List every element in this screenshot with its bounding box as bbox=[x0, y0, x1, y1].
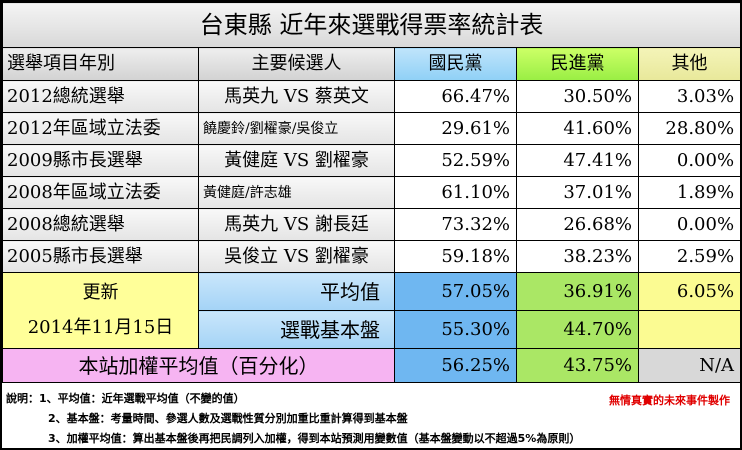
table-row: 2008年區域立法委 黃健庭/許志雄 61.10% 37.01% 1.89% bbox=[2, 176, 742, 209]
table-row: 2012總統選舉 馬英九 VS 蔡英文 66.47% 30.50% 3.03% bbox=[2, 80, 742, 113]
row-kmt: 73.32% bbox=[394, 208, 517, 241]
update-label: 更新 bbox=[82, 282, 119, 304]
header-kmt: 國民黨 bbox=[394, 47, 517, 81]
weighted-dpp: 43.75% bbox=[516, 348, 639, 383]
row-dpp: 30.50% bbox=[516, 80, 639, 113]
row-kmt: 29.61% bbox=[394, 112, 517, 145]
average-other: 6.05% bbox=[637, 272, 742, 311]
header-candidates: 主要候選人 bbox=[198, 47, 395, 81]
row-dpp: 47.41% bbox=[516, 144, 639, 177]
row-other: 2.59% bbox=[637, 240, 742, 273]
row-other: 3.03% bbox=[637, 80, 742, 113]
row-dpp: 41.60% bbox=[516, 112, 639, 145]
row-other: 0.00% bbox=[637, 208, 742, 241]
update-cell: 更新 2014年11月15日 bbox=[2, 272, 199, 349]
base-other bbox=[637, 310, 742, 349]
row-candidates: 黃健庭 VS 劉櫂豪 bbox=[198, 144, 395, 177]
row-dpp: 37.01% bbox=[516, 176, 639, 209]
row-item: 2012年區域立法委 bbox=[2, 112, 199, 145]
election-stats-table: 台東縣 近年來選戰得票率統計表 選舉項目年別 主要候選人 國民黨 民進黨 其他 … bbox=[1, 2, 742, 383]
row-kmt: 66.47% bbox=[394, 80, 517, 113]
table-title: 台東縣 近年來選戰得票率統計表 bbox=[1, 2, 742, 48]
weighted-other: N/A bbox=[637, 348, 742, 383]
row-candidates: 馬英九 VS 謝長廷 bbox=[198, 208, 395, 241]
row-candidates: 馬英九 VS 蔡英文 bbox=[198, 80, 395, 113]
table-row: 2008總統選舉 馬英九 VS 謝長廷 73.32% 26.68% 0.00% bbox=[2, 208, 742, 241]
row-kmt: 52.59% bbox=[394, 144, 517, 177]
table-row: 2012年區域立法委 饒慶鈴/劉櫂豪/吳俊立 29.61% 41.60% 28.80% bbox=[2, 112, 742, 145]
table-row: 2009縣市長選舉 黃健庭 VS 劉櫂豪 52.59% 47.41% 0.00% bbox=[2, 144, 742, 177]
row-item: 2012總統選舉 bbox=[2, 80, 199, 113]
average-label: 平均值 bbox=[198, 272, 395, 311]
note-2: 2、基本盤：考量時間、參選人數及選戰性質分別加重比重計算得到基本盤 bbox=[48, 412, 408, 425]
row-other: 28.80% bbox=[637, 112, 742, 145]
base-dpp: 44.70% bbox=[516, 310, 639, 349]
row-item: 2008年區域立法委 bbox=[2, 176, 199, 209]
row-other: 0.00% bbox=[637, 144, 742, 177]
row-kmt: 59.18% bbox=[394, 240, 517, 273]
note-3: 3、加權平均值：算出基本盤後再把民調列入加權，得到本站預測用變數值（基本盤變動以… bbox=[48, 432, 581, 445]
header-other: 其他 bbox=[637, 47, 742, 81]
average-dpp: 36.91% bbox=[516, 272, 639, 311]
row-kmt: 61.10% bbox=[394, 176, 517, 209]
notes-section: 說明：1、平均值：近年選戰平均值（不變的值） 2、基本盤：考量時間、參選人數及選… bbox=[4, 384, 738, 448]
weighted-label: 本站加權平均值（百分化） bbox=[2, 348, 395, 383]
row-candidates: 吳俊立 VS 劉櫂豪 bbox=[198, 240, 395, 273]
row-other: 1.89% bbox=[637, 176, 742, 209]
row-candidates: 饒慶鈴/劉櫂豪/吳俊立 bbox=[198, 112, 395, 145]
row-item: 2009縣市長選舉 bbox=[2, 144, 199, 177]
weighted-kmt: 56.25% bbox=[394, 348, 517, 383]
data-rows: 2012總統選舉 馬英九 VS 蔡英文 66.47% 30.50% 3.03% 2012年… bbox=[2, 80, 742, 273]
table-row: 2005縣市長選舉 吳俊立 VS 劉櫂豪 59.18% 38.23% 2.59% bbox=[2, 240, 742, 273]
row-item: 2008總統選舉 bbox=[2, 208, 199, 241]
header-dpp: 民進黨 bbox=[516, 47, 639, 81]
average-kmt: 57.05% bbox=[394, 272, 517, 311]
row-dpp: 26.68% bbox=[516, 208, 639, 241]
credit-text: 無情真實的未來事件製作 bbox=[609, 394, 730, 407]
note-1: 說明：1、平均值：近年選戰平均值（不變的值） bbox=[6, 392, 245, 405]
base-kmt: 55.30% bbox=[394, 310, 517, 349]
row-dpp: 38.23% bbox=[516, 240, 639, 273]
row-item: 2005縣市長選舉 bbox=[2, 240, 199, 273]
header-item: 選舉項目年別 bbox=[2, 47, 199, 81]
update-date: 2014年11月15日 bbox=[27, 316, 174, 338]
row-candidates: 黃健庭/許志雄 bbox=[198, 176, 395, 209]
base-label: 選戰基本盤 bbox=[198, 310, 395, 349]
